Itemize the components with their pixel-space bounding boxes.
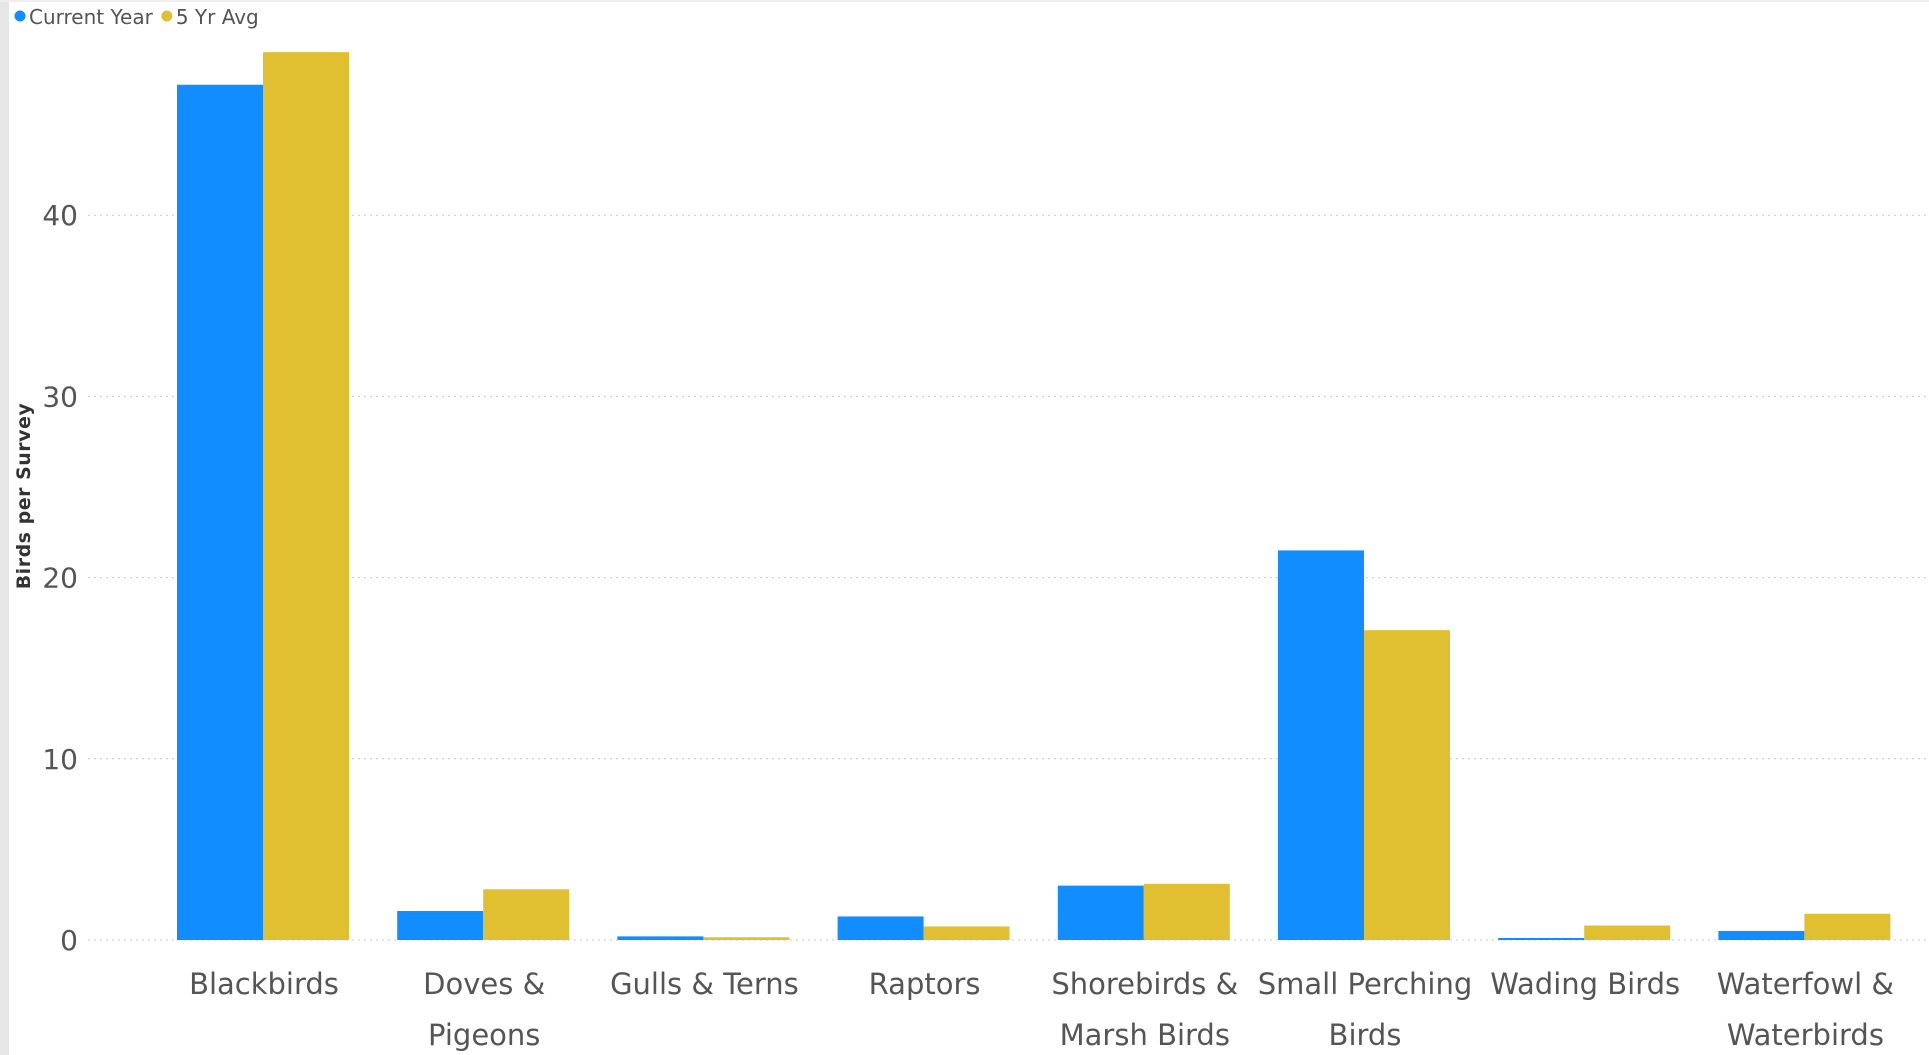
y-tick-label-30: 30 [42, 380, 78, 413]
y-tick-label-0: 0 [60, 924, 78, 957]
x-tick-label-2-0: Gulls & Terns [610, 967, 799, 1001]
top-border [0, 0, 1929, 2]
y-tick-label-10: 10 [42, 743, 78, 776]
gridlines [88, 214, 1929, 941]
bar-7-series-0[interactable] [1718, 930, 1805, 940]
bar-4-series-1[interactable] [1143, 883, 1230, 940]
x-tick-label-4-0: Shorebirds & [1051, 967, 1238, 1001]
bar-7-series-1[interactable] [1804, 913, 1891, 940]
legend-marker-0 [14, 10, 26, 22]
x-tick-label-7-1: Waterbirds [1727, 1018, 1884, 1052]
bar-4-series-0[interactable] [1057, 885, 1144, 940]
x-tick-label-5-1: Birds [1329, 1018, 1402, 1052]
x-tick-label-1-1: Pigeons [428, 1018, 540, 1052]
bar-6-series-0[interactable] [1498, 938, 1585, 940]
bar-2-series-1[interactable] [703, 937, 790, 940]
bar-3-series-0[interactable] [837, 916, 924, 940]
x-axis-labels: Blackbirds Doves & Pigeons Gulls & Terns Rap… [189, 967, 1894, 1052]
bar-2-series-0[interactable] [617, 936, 704, 940]
bar-5-series-1[interactable] [1364, 630, 1450, 940]
legend-label-1[interactable]: 5 Yr Avg [176, 5, 259, 29]
legend-marker-1 [161, 10, 173, 22]
bar-1-series-1[interactable] [483, 889, 570, 940]
x-tick-label-5-0: Small Perching [1258, 967, 1473, 1001]
x-tick-label-4-1: Marsh Birds [1060, 1018, 1230, 1052]
bar-3-series-1[interactable] [923, 926, 1010, 940]
bar-0-series-1[interactable] [263, 52, 349, 941]
bar-0-series-0[interactable] [177, 84, 263, 940]
x-tick-label-1-0: Doves & [423, 967, 545, 1001]
x-tick-label-7-0: Waterfowl & [1717, 967, 1894, 1001]
left-border [0, 0, 9, 1055]
x-tick-label-3-0: Raptors [869, 967, 981, 1001]
chart-legend[interactable]: Current Year 5 Yr Avg [14, 5, 259, 29]
y-axis-ticks: 0 10 20 30 40 [42, 199, 78, 957]
bar-1-series-0[interactable] [397, 911, 484, 940]
bars [177, 52, 1891, 941]
bar-6-series-1[interactable] [1584, 925, 1671, 940]
x-tick-label-6-0: Wading Birds [1490, 967, 1680, 1001]
x-tick-label-0-0: Blackbirds [189, 967, 339, 1001]
legend-label-0[interactable]: Current Year [29, 5, 154, 29]
y-tick-label-20: 20 [42, 562, 78, 595]
y-axis-title: Birds per Survey [13, 403, 35, 590]
y-tick-label-40: 40 [42, 199, 78, 232]
bar-5-series-0[interactable] [1278, 550, 1364, 940]
